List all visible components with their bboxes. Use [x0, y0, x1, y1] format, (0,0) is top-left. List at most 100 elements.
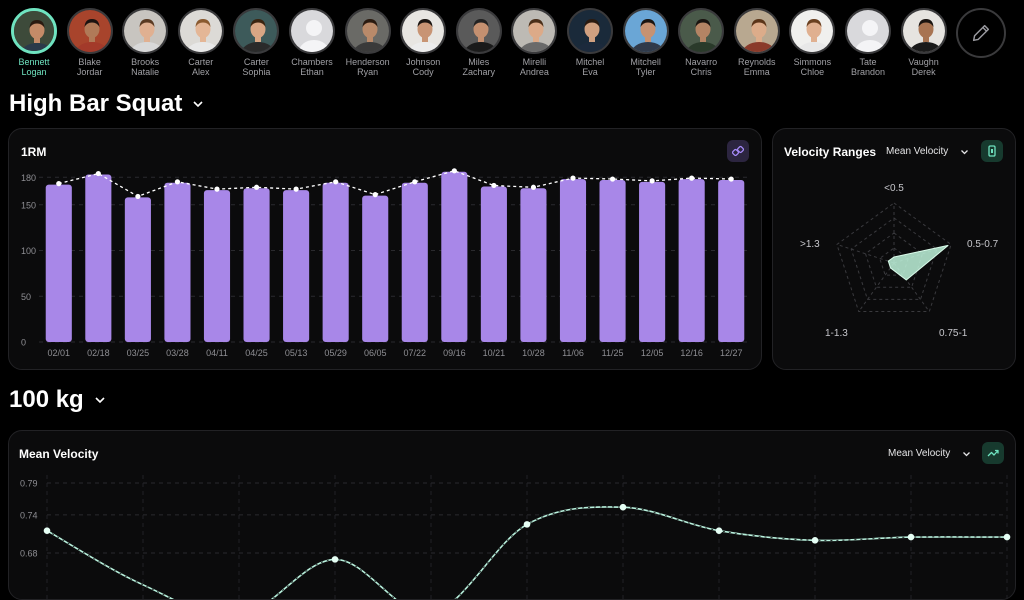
bar[interactable] — [124, 197, 151, 342]
bar[interactable] — [45, 184, 72, 342]
athlete-blake-jordar[interactable]: Blake Jordar — [60, 8, 120, 77]
chevron-down-icon — [193, 101, 203, 108]
avatar — [400, 8, 447, 54]
trend-point[interactable] — [174, 179, 181, 185]
athlete-mitchel-eva[interactable]: Mitchel Eva — [560, 8, 620, 77]
athlete-first-name: Brandon — [850, 67, 886, 77]
athlete-chambers-ethan[interactable]: Chambers Ethan — [282, 8, 342, 77]
trend-point[interactable] — [689, 175, 695, 181]
bar[interactable] — [520, 188, 547, 342]
x-tick-label: 06/05 — [364, 348, 387, 358]
one-rm-link-button[interactable] — [727, 140, 749, 162]
velocity-point[interactable] — [43, 527, 51, 535]
velocity-ranges-metric-select[interactable]: Mean Velocity — [886, 146, 969, 157]
weight-selector[interactable]: 100 kg — [9, 386, 106, 414]
velocity-point[interactable] — [331, 556, 339, 563]
radar-grid — [864, 232, 924, 288]
athlete-last-name: Bennett — [18, 57, 50, 67]
radar-grid — [850, 217, 938, 300]
velocity-point[interactable] — [523, 521, 531, 528]
athlete-carter-sophia[interactable]: Carter Sophia — [226, 8, 286, 77]
bar[interactable] — [718, 180, 745, 342]
avatar — [733, 8, 780, 54]
trend-point[interactable] — [56, 181, 62, 187]
bar[interactable] — [678, 179, 705, 342]
bar[interactable] — [362, 195, 389, 342]
y-tick-label: 0 — [21, 338, 26, 348]
x-tick-label: 09/16 — [443, 348, 466, 358]
exercise-selector[interactable]: High Bar Squat — [9, 90, 204, 118]
athlete-carter-alex[interactable]: Carter Alex — [171, 8, 231, 77]
link-icon — [732, 145, 744, 157]
athlete-simmons-chloe[interactable]: Simmons Chloe — [782, 8, 842, 77]
velocity-point[interactable] — [1003, 533, 1011, 541]
athlete-last-name: Vaughn — [908, 57, 939, 67]
bar[interactable] — [203, 190, 231, 342]
y-tick-label: 150 — [21, 200, 36, 210]
trend-point[interactable] — [649, 178, 655, 184]
athlete-last-name: Henderson — [345, 57, 390, 67]
bar[interactable] — [441, 171, 468, 342]
athlete-photo — [235, 10, 278, 52]
trend-point[interactable] — [214, 186, 220, 192]
trend-point[interactable] — [372, 192, 378, 198]
bar[interactable] — [283, 190, 310, 342]
trend-point[interactable] — [253, 184, 260, 190]
athlete-navarro-chris[interactable]: Navarro Chris — [671, 8, 731, 77]
athlete-mitchell-tyler[interactable]: Mitchell Tyler — [616, 8, 676, 77]
mean-velocity-trend-button[interactable] — [982, 442, 1004, 464]
trend-point[interactable] — [95, 170, 101, 177]
athlete-last-name: Reynolds — [738, 57, 776, 67]
velocity-point[interactable] — [715, 527, 723, 535]
athlete-mirelli-andrea[interactable]: Mirelli Andrea — [504, 8, 564, 77]
trend-point[interactable] — [333, 179, 339, 185]
athlete-photo — [624, 10, 667, 52]
bar[interactable] — [243, 188, 270, 342]
athlete-reynolds-emma[interactable]: Reynolds Emma — [727, 8, 787, 77]
trend-point[interactable] — [451, 168, 457, 174]
avatar — [511, 8, 558, 54]
bar[interactable] — [401, 182, 428, 342]
athlete-miles-zachary[interactable]: Miles Zachary — [449, 8, 509, 77]
trend-point[interactable] — [491, 182, 497, 189]
edit-athletes-button[interactable] — [956, 8, 1006, 58]
athlete-vaughn-derek[interactable]: Vaughn Derek — [894, 8, 954, 77]
athlete-photo — [902, 10, 945, 52]
athlete-brooks-natalie[interactable]: Brooks Natalie — [115, 8, 175, 77]
bar[interactable] — [85, 174, 112, 342]
exercise-title: High Bar Squat — [9, 90, 183, 117]
athlete-last-name: Mitchell — [630, 57, 661, 67]
trend-point[interactable] — [293, 186, 299, 192]
avatar — [455, 8, 502, 54]
trend-point[interactable] — [412, 179, 418, 185]
one-rm-card: 1RM 0 50 100 150 180 02/01 02/18 03/25 03/28 04/1… — [8, 128, 762, 370]
trend-point[interactable] — [609, 176, 616, 182]
bar[interactable] — [559, 179, 587, 342]
avatar — [122, 8, 169, 54]
athlete-bennett-logan[interactable]: Bennett Logan — [4, 8, 64, 77]
trend-point[interactable] — [135, 193, 141, 200]
velocity-point[interactable] — [619, 503, 627, 511]
trend-point[interactable] — [530, 184, 537, 190]
mean-velocity-metric-select[interactable]: Mean Velocity — [888, 448, 971, 459]
velocity-ranges-device-button[interactable] — [981, 140, 1003, 162]
avatar — [900, 8, 947, 54]
radar-area — [887, 244, 949, 281]
bar[interactable] — [639, 181, 666, 342]
athlete-henderson-ryan[interactable]: Henderson Ryan — [338, 8, 398, 77]
bar[interactable] — [164, 182, 191, 342]
bar[interactable] — [322, 182, 349, 342]
athlete-last-name: Mitchel — [575, 57, 605, 67]
trend-point[interactable] — [570, 175, 576, 181]
avatar — [11, 8, 57, 54]
y-tick-label: 50 — [21, 292, 31, 302]
athlete-johnson-cody[interactable]: Johnson Cody — [393, 8, 453, 77]
trend-point[interactable] — [728, 176, 734, 182]
athlete-first-name: Logan — [21, 67, 47, 77]
athlete-first-name: Alex — [192, 67, 210, 77]
velocity-point[interactable] — [907, 533, 915, 541]
velocity-point[interactable] — [811, 536, 819, 544]
bar[interactable] — [599, 180, 626, 342]
bar[interactable] — [480, 186, 507, 342]
athlete-tate-brandon[interactable]: Tate Brandon — [838, 8, 898, 77]
